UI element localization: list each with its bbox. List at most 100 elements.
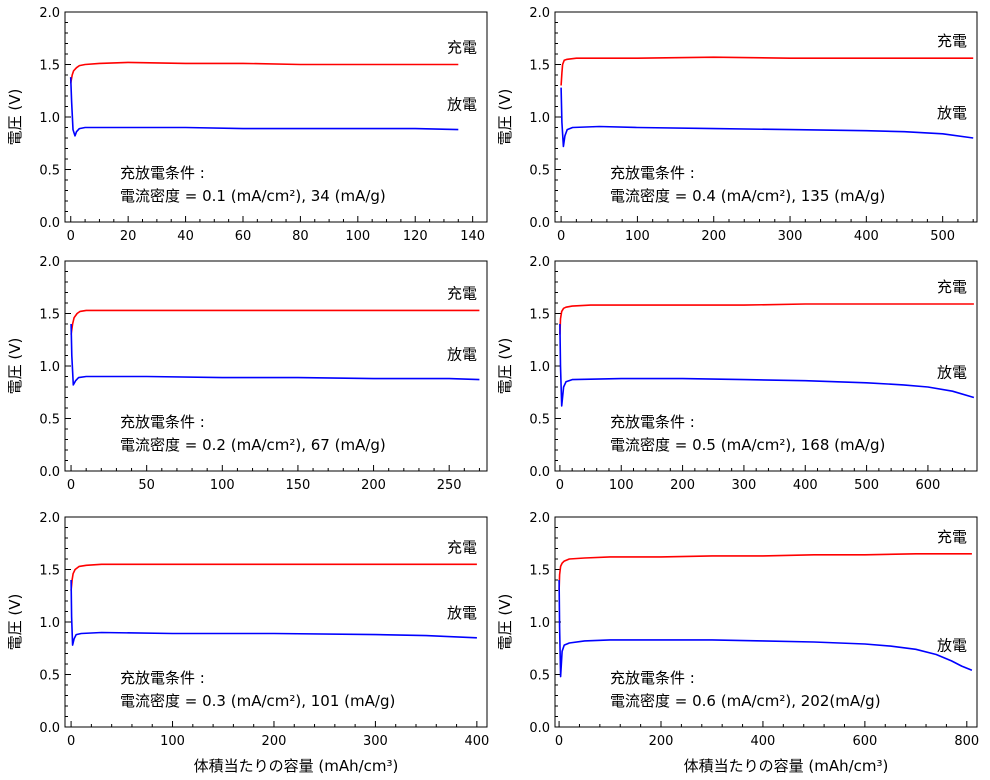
y-tick-label: 0.5 xyxy=(39,669,60,684)
condition-text: 電流密度 = 0.5 (mA/cm²), 168 (mA/g) xyxy=(610,436,885,454)
x-tick-label: 800 xyxy=(954,734,979,749)
x-tick-label: 300 xyxy=(732,478,757,493)
chart-panel-5: 0.0 0.5 1.0 1.5 2.0 0 100 200 300 400 電圧 (V) 体積当たりの… xyxy=(6,511,489,775)
y-tick-label: 1.0 xyxy=(39,111,60,126)
condition-text: 電流密度 = 0.3 (mA/cm²), 101 (mA/g) xyxy=(120,692,395,710)
discharge-label: 放電 xyxy=(937,636,967,654)
x-tick-label: 500 xyxy=(854,478,879,493)
y-tick-label: 1.0 xyxy=(39,360,60,375)
y-axis-label: 電圧 (V) xyxy=(496,338,514,395)
x-tick-label: 140 xyxy=(460,229,485,244)
y-axis-label: 電圧 (V) xyxy=(6,594,24,651)
y-tick-label: 0.0 xyxy=(529,216,550,231)
charge-curve xyxy=(70,309,480,335)
x-tick-label: 40 xyxy=(177,229,194,244)
y-tick-label: 1.5 xyxy=(529,564,550,579)
x-tick-label: 100 xyxy=(625,229,650,244)
discharge-curve xyxy=(69,77,459,137)
x-tick-label: 50 xyxy=(138,478,155,493)
x-axis-label: 体積当たりの容量 (mAh/cm³) xyxy=(684,757,889,775)
x-tick-label: 400 xyxy=(464,734,489,749)
y-tick-label: 0.0 xyxy=(529,721,550,736)
charge-curve xyxy=(70,563,477,591)
y-tick-label: 0.5 xyxy=(39,413,60,428)
y-tick-label: 1.5 xyxy=(39,564,60,579)
x-tick-label: 80 xyxy=(292,229,309,244)
x-tick-label: 120 xyxy=(403,229,428,244)
condition-text: 電流密度 = 0.4 (mA/cm²), 135 (mA/g) xyxy=(610,187,885,205)
y-tick-label: 1.5 xyxy=(39,59,60,74)
condition-title: 充放電条件 : xyxy=(120,164,205,182)
discharge-label: 放電 xyxy=(447,346,477,364)
y-tick-label: 1.0 xyxy=(39,616,60,631)
discharge-label: 放電 xyxy=(447,96,477,114)
x-tick-label: 200 xyxy=(670,478,695,493)
y-tick-label: 0.5 xyxy=(529,413,550,428)
charge-label: 充電 xyxy=(937,32,967,50)
y-tick-label: 2.0 xyxy=(529,6,550,21)
charge-label: 充電 xyxy=(937,528,967,546)
x-tick-label: 0 xyxy=(555,734,563,749)
x-tick-label: 300 xyxy=(778,229,803,244)
condition-text: 電流密度 = 0.6 (mA/cm²), 202(mA/g) xyxy=(610,692,881,710)
y-tick-label: 1.5 xyxy=(39,308,60,323)
condition-text: 電流密度 = 0.1 (mA/cm²), 34 (mA/g) xyxy=(120,187,386,205)
discharge-curve xyxy=(70,579,477,646)
chart-panel-2: 0.0 0.5 1.0 1.5 2.0 0 100 200 300 400 500 電圧 (V) 充電放… xyxy=(496,6,978,244)
x-tick-label: 600 xyxy=(916,478,941,493)
y-tick-label: 2.0 xyxy=(529,255,550,270)
x-tick-label: 0 xyxy=(556,478,564,493)
x-tick-label: 100 xyxy=(160,734,185,749)
y-tick-label: 1.5 xyxy=(529,308,550,323)
chart-panel-4: 0.0 0.5 1.0 1.5 2.0 0 100 200 300 400 500 600 電圧 (V)… xyxy=(496,255,978,493)
x-tick-label: 100 xyxy=(609,478,634,493)
charge-label: 充電 xyxy=(447,538,477,556)
x-tick-label: 0 xyxy=(67,229,75,244)
y-tick-label: 2.0 xyxy=(39,511,60,526)
discharge-curve xyxy=(559,323,975,407)
y-tick-label: 0.0 xyxy=(39,465,60,480)
condition-title: 充放電条件 : xyxy=(120,669,205,687)
discharge-label: 放電 xyxy=(937,104,967,122)
x-tick-label: 300 xyxy=(363,734,388,749)
y-tick-label: 2.0 xyxy=(39,6,60,21)
x-tick-label: 200 xyxy=(649,734,674,749)
y-tick-label: 0.0 xyxy=(39,721,60,736)
y-tick-label: 0.5 xyxy=(39,164,60,179)
x-tick-label: 400 xyxy=(854,229,879,244)
x-tick-label: 400 xyxy=(751,734,776,749)
y-axis-label: 電圧 (V) xyxy=(496,89,514,146)
x-tick-label: 600 xyxy=(852,734,877,749)
y-axis-label: 電圧 (V) xyxy=(496,594,514,651)
x-tick-label: 200 xyxy=(701,229,726,244)
x-tick-label: 100 xyxy=(345,229,370,244)
x-tick-label: 20 xyxy=(120,229,137,244)
charge-label: 充電 xyxy=(937,278,967,296)
discharge-curve xyxy=(70,323,480,386)
charge-label: 充電 xyxy=(447,284,477,302)
y-tick-label: 0.5 xyxy=(529,164,550,179)
y-tick-label: 1.0 xyxy=(529,616,550,631)
x-tick-label: 250 xyxy=(437,478,462,493)
y-tick-label: 1.0 xyxy=(529,111,550,126)
y-tick-label: 0.0 xyxy=(529,465,550,480)
x-tick-label: 400 xyxy=(793,478,818,493)
discharge-label: 放電 xyxy=(937,364,967,382)
charge-curve xyxy=(69,61,459,84)
y-axis-label: 電圧 (V) xyxy=(6,89,24,146)
y-tick-label: 1.0 xyxy=(529,360,550,375)
x-axis-label: 体積当たりの容量 (mAh/cm³) xyxy=(194,757,399,775)
x-tick-label: 0 xyxy=(557,229,565,244)
chart-panel-6: 0.0 0.5 1.0 1.5 2.0 0 200 400 600 800 電圧 (V) 体積当たりの… xyxy=(496,511,979,775)
condition-title: 充放電条件 : xyxy=(610,413,695,431)
x-tick-label: 150 xyxy=(286,478,311,493)
chart-panel-3: 0.0 0.5 1.0 1.5 2.0 0 50 100 150 200 250 電圧 (V) 充電放電… xyxy=(6,255,488,493)
y-tick-label: 2.0 xyxy=(529,511,550,526)
x-tick-label: 200 xyxy=(361,478,386,493)
condition-title: 充放電条件 : xyxy=(610,164,695,182)
y-tick-label: 1.5 xyxy=(529,59,550,74)
chart-panel-1: 0.0 0.5 1.0 1.5 2.0 0 20 40 60 80 100 120 140 電圧 (V) 充… xyxy=(6,6,488,244)
y-tick-label: 0.5 xyxy=(529,669,550,684)
y-tick-label: 2.0 xyxy=(39,255,60,270)
